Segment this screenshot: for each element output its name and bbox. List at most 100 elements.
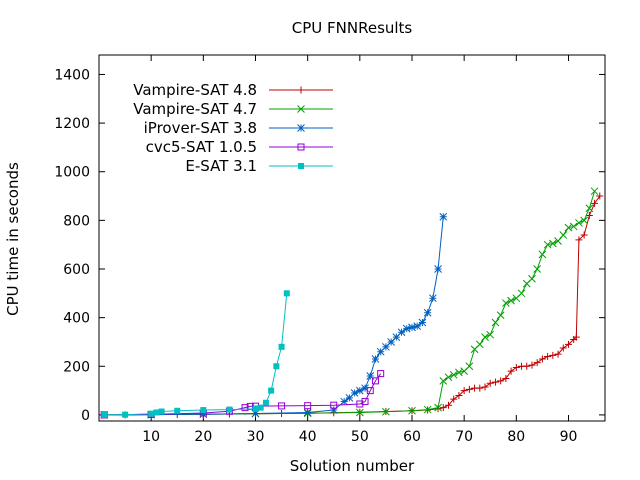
data-point <box>544 353 552 361</box>
data-point <box>591 199 599 207</box>
data-point <box>523 362 531 370</box>
data-point <box>585 212 593 220</box>
data-point <box>564 223 573 232</box>
data-point <box>122 411 129 418</box>
data-point <box>507 367 515 375</box>
data-point <box>543 240 552 249</box>
data-point <box>387 338 395 346</box>
data-point <box>257 404 264 411</box>
data-point <box>408 406 416 415</box>
legend-label: Vampire-SAT 4.8 <box>133 81 257 99</box>
x-axis-ticks: 10 20 30 40 50 60 70 80 90 <box>142 55 577 445</box>
series-1 <box>100 187 599 419</box>
data-point <box>377 370 385 378</box>
x-tick-label: 90 <box>560 429 578 445</box>
series-line <box>104 195 601 416</box>
data-point <box>439 377 448 385</box>
data-point <box>366 387 374 395</box>
data-point <box>465 362 474 371</box>
series-line <box>104 216 444 416</box>
data-point <box>465 385 473 393</box>
data-point <box>397 328 406 337</box>
data-point <box>548 239 557 248</box>
data-point <box>158 408 165 415</box>
data-point <box>366 372 375 380</box>
data-point <box>580 216 588 225</box>
data-point <box>450 395 458 403</box>
series-4 <box>101 290 290 418</box>
data-point <box>475 340 484 349</box>
data-point <box>382 342 390 351</box>
legend-swatch-marker <box>297 105 305 113</box>
x-axis-label: Solution number <box>290 457 415 475</box>
data-point <box>153 409 160 416</box>
data-point <box>585 204 594 213</box>
data-point <box>273 363 280 370</box>
data-point <box>559 344 567 352</box>
data-point <box>476 384 484 392</box>
data-point <box>382 407 390 416</box>
data-point <box>252 405 259 412</box>
data-point <box>455 391 463 399</box>
data-point <box>528 361 536 369</box>
data-point <box>528 274 536 283</box>
data-point <box>434 403 442 412</box>
data-point <box>502 374 510 382</box>
x-tick-label: 10 <box>142 429 160 445</box>
legend-label: Vampire-SAT 4.7 <box>133 100 257 118</box>
x-tick-label: 80 <box>507 429 525 445</box>
y-tick-label: 1200 <box>54 116 90 132</box>
data-point <box>445 401 453 409</box>
data-point <box>481 333 489 341</box>
data-point <box>350 389 359 397</box>
data-point <box>575 236 583 244</box>
data-point <box>392 333 401 341</box>
data-point <box>304 402 312 410</box>
legend-label: E-SAT 3.1 <box>185 157 257 175</box>
data-point <box>564 340 572 348</box>
data-point <box>554 350 562 358</box>
data-point <box>486 330 495 339</box>
legend-label: cvc5-SAT 1.0.5 <box>146 138 257 156</box>
chart-title: CPU FNNResults <box>292 19 413 37</box>
y-tick-label: 600 <box>63 262 90 278</box>
data-point <box>268 387 275 394</box>
data-point <box>402 324 411 333</box>
data-point <box>174 407 181 414</box>
data-point <box>376 347 385 356</box>
data-point <box>303 408 312 417</box>
data-point <box>497 377 505 385</box>
data-point <box>491 318 500 327</box>
x-tick-label: 30 <box>247 429 265 445</box>
data-point <box>559 231 568 239</box>
data-point <box>580 231 588 239</box>
data-point <box>345 394 354 402</box>
data-point <box>226 406 233 413</box>
data-point <box>517 289 526 298</box>
series-0 <box>100 192 604 419</box>
data-point <box>413 322 422 331</box>
data-point <box>590 187 599 196</box>
data-point <box>262 399 269 406</box>
data-point <box>423 308 432 317</box>
data-point <box>449 370 458 379</box>
y-tick-label: 400 <box>63 311 90 327</box>
x-tick-label: 60 <box>403 429 421 445</box>
data-point <box>423 405 432 414</box>
data-point <box>251 409 260 418</box>
data-point <box>502 299 510 307</box>
data-point <box>361 384 369 393</box>
data-point <box>575 218 583 227</box>
data-point <box>549 351 557 359</box>
data-point <box>486 379 494 387</box>
data-point <box>439 404 447 412</box>
data-point <box>278 343 285 350</box>
data-point <box>572 333 580 341</box>
data-point <box>538 250 547 259</box>
data-point <box>371 355 380 363</box>
plot-area-frame <box>98 54 606 422</box>
data-point <box>439 212 448 221</box>
data-point <box>460 387 468 395</box>
data-point <box>429 294 437 303</box>
data-point <box>340 397 349 406</box>
